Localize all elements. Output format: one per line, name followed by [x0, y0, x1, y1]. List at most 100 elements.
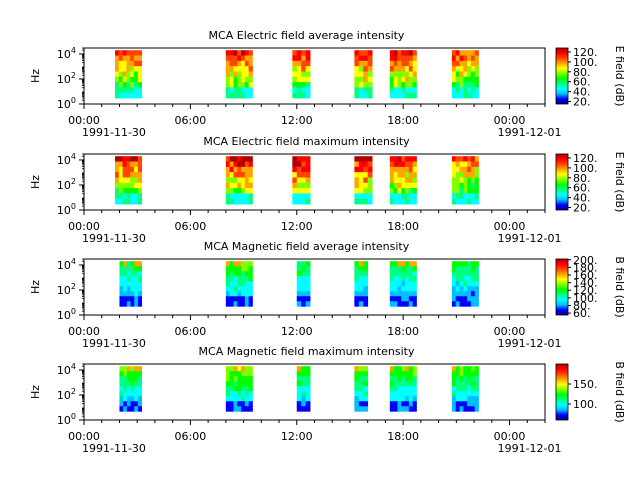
spectrogram-cell [241, 371, 246, 377]
spectrogram-cell [134, 401, 139, 407]
spectrogram-cell [363, 271, 369, 277]
spectrogram-cell [119, 366, 124, 372]
spectrogram-cell [137, 291, 143, 297]
spectrogram-cell [130, 55, 135, 62]
spectrogram-cell [225, 391, 231, 397]
spectrogram-cell [248, 60, 253, 67]
spectrogram-cell [292, 177, 298, 184]
spectrogram-cell [130, 261, 135, 267]
spectrogram-cell [241, 193, 246, 200]
spectrogram-cell [301, 177, 307, 184]
spectrogram-cell [455, 161, 460, 168]
spectrogram-cell [463, 291, 468, 297]
spectrogram-cell [408, 172, 414, 178]
spectrogram-cell [408, 156, 414, 162]
spectrogram-cell [354, 177, 360, 184]
spectrogram-cell [292, 82, 298, 88]
spectrogram-cell [248, 381, 253, 387]
spectrogram-cell [393, 366, 398, 372]
colorbar-tick-label: 160. [573, 269, 598, 282]
spectrogram-cell [130, 266, 135, 272]
x-tick-label: 12:00 [281, 430, 313, 443]
spectrogram-cell [122, 76, 127, 83]
spectrogram-cell [408, 266, 414, 272]
spectrogram-cell [474, 177, 479, 184]
spectrogram-cell [459, 198, 464, 205]
spectrogram-cell [397, 60, 402, 67]
data-block [354, 366, 369, 412]
spectrogram-cell [455, 92, 460, 99]
spectrogram-cell [367, 60, 373, 67]
spectrogram-cell [389, 266, 395, 272]
spectrogram-cell [397, 276, 402, 282]
spectrogram-cell [225, 198, 231, 205]
spectrogram-cell [358, 301, 364, 307]
spectrogram-cell [225, 177, 231, 184]
spectrogram-cell [119, 386, 124, 392]
spectrogram-cell [134, 371, 139, 377]
spectrogram-cell [225, 381, 231, 387]
spectrogram-cell [363, 82, 369, 88]
spectrogram-cell [397, 406, 402, 412]
spectrogram-cell [244, 71, 250, 78]
spectrogram-cell [241, 381, 246, 387]
spectrogram-cell [296, 371, 302, 377]
spectrogram-cell [354, 182, 360, 189]
spectrogram-cell [412, 198, 417, 205]
spectrogram-cell [412, 366, 417, 372]
spectrogram-cell [467, 406, 472, 412]
spectrogram-cell [248, 271, 253, 277]
spectrogram-cell [123, 401, 128, 407]
spectrogram-cell [405, 60, 410, 67]
spectrogram-cell [467, 156, 472, 162]
spectrogram-cell [467, 182, 472, 189]
spectrogram-cell [358, 156, 364, 162]
spectrogram-cell [301, 156, 307, 162]
colorbar-tick-label: 120. [573, 152, 598, 165]
spectrogram-cell [305, 166, 311, 173]
x-tick-label: 06:00 [175, 325, 207, 338]
spectrogram-cell [412, 161, 417, 168]
spectrogram-cell [225, 55, 231, 62]
spectrogram-cell [463, 381, 468, 387]
spectrogram-cell [393, 401, 398, 407]
spectrogram-cell [358, 50, 364, 56]
spectrogram-cell [354, 296, 360, 302]
spectrogram-cell [296, 376, 302, 382]
spectrogram-cell [393, 188, 398, 194]
spectrogram-cell [305, 82, 311, 88]
spectrogram-cell [363, 406, 369, 412]
spectrogram-cell [393, 60, 398, 67]
colorbar-tick-label: 180. [573, 261, 598, 274]
spectrogram-cell [401, 281, 406, 287]
spectrogram-cell [296, 281, 302, 287]
spectrogram-cell [459, 396, 464, 402]
spectrogram-cell [354, 156, 360, 162]
spectrogram-cell [397, 50, 402, 56]
spectrogram-cell [470, 55, 476, 62]
spectrogram-cell [405, 76, 410, 83]
spectrogram-cell [389, 281, 395, 287]
spectrogram-cell [389, 193, 395, 200]
spectrogram-cell [292, 76, 298, 83]
spectrogram-cell [233, 55, 238, 62]
spectrogram-cell [459, 376, 464, 382]
start-date-label: 1991-11-30 [82, 232, 146, 245]
data-block [451, 366, 479, 412]
spectrogram-cell [408, 166, 414, 173]
spectrogram-cell [134, 82, 139, 88]
spectrogram-cell [455, 193, 460, 200]
spectrogram-cell [354, 198, 360, 205]
spectrogram-cell [459, 366, 464, 372]
spectrogram-cell [408, 261, 414, 267]
spectrogram-cell [470, 177, 476, 184]
spectrogram-cell [389, 50, 395, 56]
spectrogram-cell [397, 366, 402, 372]
spectrogram-cell [470, 366, 476, 372]
data-block [354, 261, 369, 307]
spectrogram-cell [474, 66, 479, 72]
spectrogram-cell [130, 366, 135, 372]
spectrogram-cell [470, 296, 476, 302]
spectrogram-cell [244, 82, 250, 88]
spectrogram-cell [467, 276, 472, 282]
